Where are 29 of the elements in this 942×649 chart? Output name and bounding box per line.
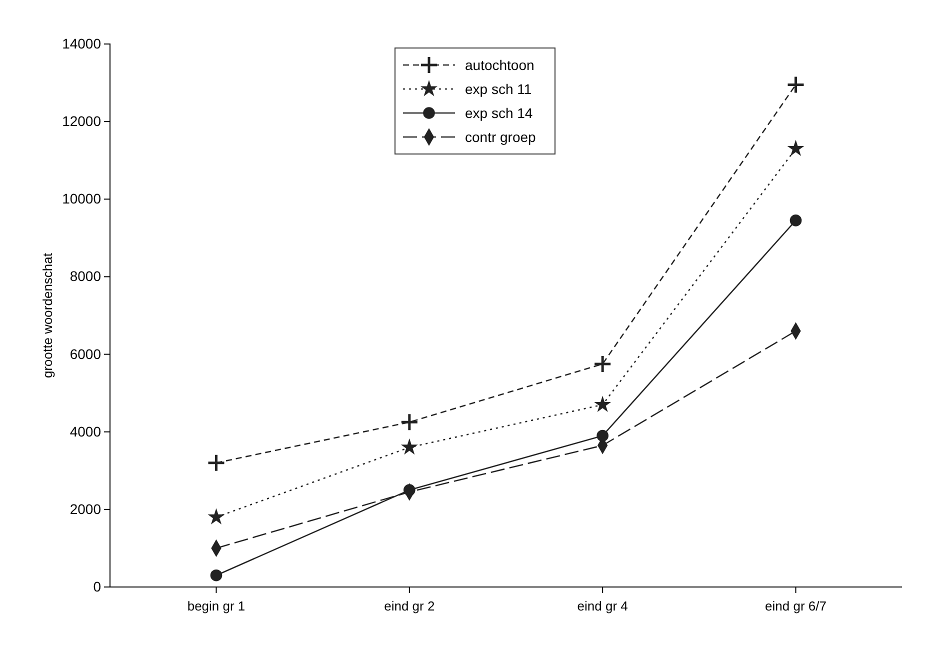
- legend-label: autochtoon: [465, 57, 534, 73]
- y-tick-label: 12000: [62, 113, 102, 130]
- legend-label: exp sch 14: [465, 105, 533, 121]
- point: [210, 569, 222, 582]
- point: [596, 430, 608, 442]
- y-tick-label: 6000: [70, 346, 102, 362]
- y-tick-label: 8000: [70, 268, 102, 284]
- y-tick-label: 4000: [70, 423, 102, 440]
- point: [208, 508, 225, 524]
- x-tick-label: eind gr 2: [384, 598, 435, 614]
- x-tick-label: eind gr 6/7: [765, 598, 826, 614]
- x-tick-label: begin gr 1: [187, 598, 246, 614]
- point: [593, 354, 612, 374]
- point: [594, 396, 612, 412]
- point: [790, 214, 802, 226]
- point: [786, 75, 806, 94]
- y-tick-label: 10000: [62, 190, 102, 207]
- y-tick-label: 2000: [70, 500, 102, 517]
- point: [400, 438, 418, 455]
- y-tick-label: 0: [93, 578, 102, 594]
- point: [400, 412, 419, 432]
- legend-label: contr groep: [465, 129, 536, 145]
- x-tick-label: eind gr 4: [577, 598, 628, 614]
- point: [404, 484, 416, 496]
- point: [787, 140, 804, 156]
- y-tick-label: 14000: [62, 35, 102, 52]
- point: [206, 454, 226, 472]
- y-axis-title: grootte woordenschat: [40, 252, 55, 378]
- legend-label: exp sch 11: [465, 81, 532, 97]
